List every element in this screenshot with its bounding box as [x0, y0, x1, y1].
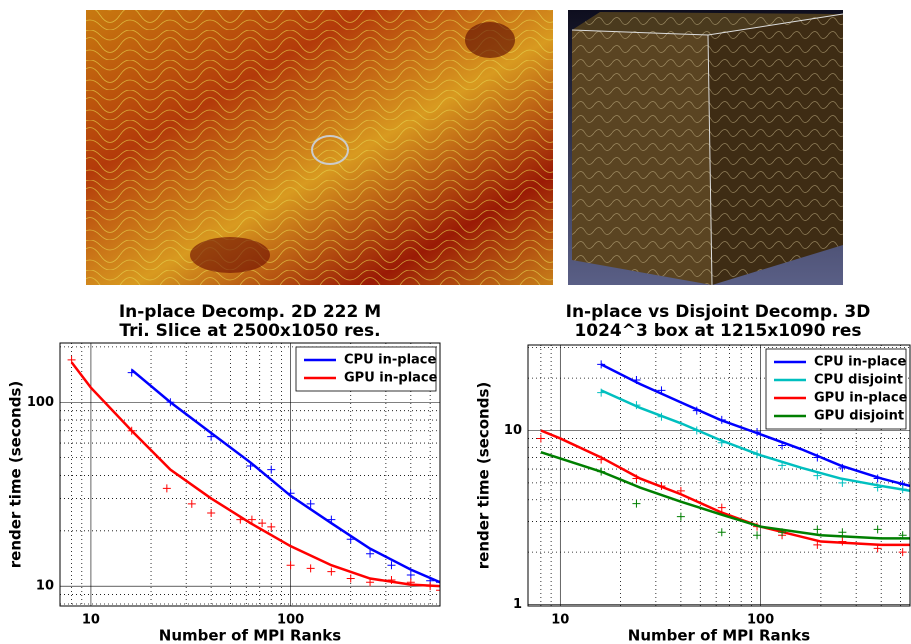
- chart-title: 1024^3 box at 1215x1090 res: [574, 321, 861, 341]
- y-tick-label: 10: [36, 579, 54, 594]
- legend-label: GPU in-place: [814, 391, 908, 406]
- y-axis-label: render time (seconds): [475, 382, 493, 569]
- x-tick-label: 100: [747, 613, 774, 628]
- sample-point: [753, 531, 761, 539]
- sample-point: [287, 561, 295, 569]
- page: In-place Decomp. 2D 222 MTri. Slice at 2…: [0, 0, 911, 644]
- sample-point: [267, 523, 275, 531]
- image-2d-slice: [86, 10, 553, 285]
- y-tick-label: 100: [27, 395, 54, 410]
- legend-label: GPU in-place: [344, 371, 438, 386]
- legend-label: CPU in-place: [814, 355, 906, 370]
- y-tick-label: 1: [513, 597, 522, 612]
- sample-point: [899, 548, 907, 556]
- x-axis-label: Number of MPI Ranks: [159, 627, 341, 644]
- y-axis-label: render time (seconds): [7, 381, 25, 568]
- sample-point: [813, 525, 821, 533]
- image-3d-cube: [568, 10, 843, 285]
- sample-point: [347, 575, 355, 583]
- sample-point: [874, 525, 882, 533]
- y-tick-label: 10: [504, 423, 522, 438]
- x-axis-label: Number of MPI Ranks: [628, 627, 810, 644]
- chart-title: In-place vs Disjoint Decomp. 3D: [566, 302, 871, 322]
- fit-line: [72, 362, 440, 586]
- figure: In-place Decomp. 2D 222 MTri. Slice at 2…: [0, 0, 911, 644]
- sample-point: [188, 500, 196, 508]
- sample-point: [327, 568, 335, 576]
- sample-point: [207, 509, 215, 517]
- sample-point: [307, 564, 315, 572]
- chart-title: Tri. Slice at 2500x1050 res.: [119, 321, 380, 341]
- sample-point: [718, 528, 726, 536]
- sample-point: [258, 519, 266, 527]
- sample-point: [163, 484, 171, 492]
- legend-label: CPU in-place: [344, 353, 436, 368]
- legend-label: CPU disjoint: [814, 373, 903, 388]
- chart-title: In-place Decomp. 2D 222 M: [119, 302, 381, 322]
- x-tick-label: 100: [277, 613, 304, 628]
- x-tick-label: 10: [551, 613, 569, 628]
- x-tick-label: 10: [82, 613, 100, 628]
- fit-line: [541, 452, 910, 538]
- sample-point: [677, 513, 685, 521]
- sample-point: [632, 500, 640, 508]
- sample-point: [537, 434, 545, 442]
- legend-label: GPU disjoint: [814, 409, 904, 424]
- sample-point: [267, 466, 275, 474]
